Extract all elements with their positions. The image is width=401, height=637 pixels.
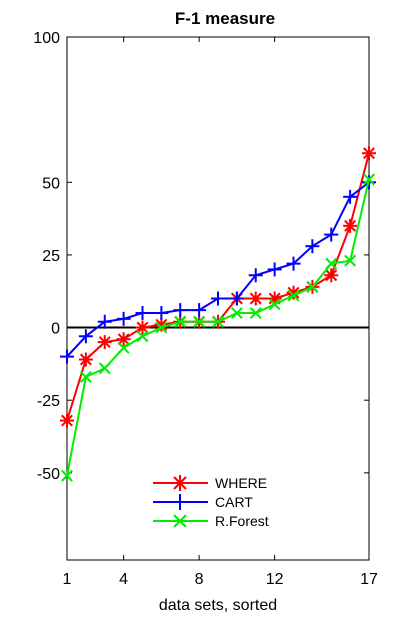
legend-item: CART [153,494,253,510]
data-point [362,146,376,161]
chart-title: F-1 measure [175,9,275,28]
y-tick-label: 25 [42,248,60,265]
data-point [98,362,111,375]
x-tick-label: 1 [63,571,72,588]
data-point [60,413,74,428]
legend-item: R.Forest [153,513,269,529]
x-tick-label: 8 [195,571,204,588]
data-point [97,314,112,329]
y-tick-label: 50 [42,175,60,192]
data-point [61,469,73,482]
data-point [343,189,358,204]
legend-label: CART [215,494,253,510]
data-point [60,349,74,364]
data-point [78,329,93,344]
data-point [193,315,206,328]
data-point [287,289,300,302]
data-point [135,320,150,335]
y-tick-label: 0 [51,321,60,338]
data-point [117,341,130,354]
data-point [268,298,281,311]
legend-label: WHERE [215,475,267,491]
data-point [116,311,131,326]
data-point [97,335,112,350]
data-point [116,332,131,347]
data-point [212,315,224,328]
x-tick-label: 17 [360,571,378,588]
data-point [324,227,339,242]
data-point [324,268,339,283]
data-point [344,254,357,267]
data-point [363,173,375,186]
data-point [325,257,338,270]
y-tick-label: 100 [33,30,60,47]
data-point [136,330,149,343]
data-point [286,256,301,271]
data-point [306,280,319,293]
y-tick-label: -25 [37,393,60,410]
data-point [192,303,207,318]
data-point [267,262,282,277]
data-point [249,307,262,319]
data-point [135,306,150,321]
data-point [174,315,187,328]
x-axis-label: data sets, sorted [159,597,277,614]
y-tick-label: -50 [37,466,60,483]
legend-item: WHERE [153,475,267,491]
data-point [79,370,92,383]
data-point [230,307,243,319]
data-point [229,291,244,306]
x-tick-label: 4 [119,571,128,588]
data-point [343,218,358,233]
data-point [211,291,225,306]
data-point [248,268,263,283]
x-tick-label: 12 [266,571,284,588]
data-point [154,306,169,321]
legend: WHERE CART R.Forest [153,475,269,529]
data-point [173,303,188,318]
legend-label: R.Forest [215,513,269,529]
data-point [305,239,320,254]
data-point [155,321,168,334]
data-point [248,291,263,306]
data-point [78,352,93,367]
